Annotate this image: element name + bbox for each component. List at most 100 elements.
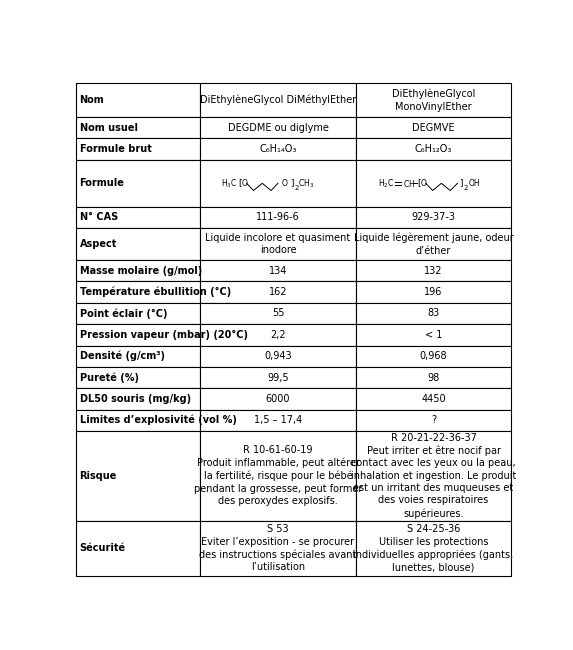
Text: O: O	[242, 179, 248, 188]
Bar	[356, 160, 511, 207]
Bar	[356, 388, 511, 410]
Text: Aspect: Aspect	[80, 239, 117, 249]
Text: DEGMVE: DEGMVE	[413, 123, 455, 133]
Text: [: [	[418, 178, 421, 187]
Text: 98: 98	[427, 372, 439, 382]
Bar	[200, 388, 356, 410]
Bar	[200, 207, 356, 228]
Text: C₆H₁₂O₃: C₆H₁₂O₃	[415, 144, 452, 154]
Bar	[76, 388, 200, 410]
Text: 111-96-6: 111-96-6	[256, 213, 300, 222]
Bar	[76, 260, 200, 281]
Text: 2: 2	[464, 185, 468, 191]
Text: 162: 162	[269, 287, 287, 297]
Text: Nom: Nom	[80, 95, 104, 105]
Text: Formule: Formule	[80, 178, 124, 188]
Text: Risque: Risque	[80, 471, 117, 481]
Bar	[200, 324, 356, 346]
Bar	[356, 260, 511, 281]
Text: Masse molaire (g/mol): Masse molaire (g/mol)	[80, 266, 202, 276]
Bar	[356, 138, 511, 160]
Text: C₆H₁₄O₃: C₆H₁₄O₃	[260, 144, 297, 154]
Text: Pression vapeur (mbar) (20°C): Pression vapeur (mbar) (20°C)	[80, 330, 248, 340]
Text: OH: OH	[468, 179, 480, 188]
Text: $\mathregular{CH}$: $\mathregular{CH}$	[403, 178, 415, 188]
Bar	[200, 367, 356, 388]
Text: Liquide incolore et quasiment
inodore: Liquide incolore et quasiment inodore	[205, 233, 351, 255]
Text: 134: 134	[269, 266, 287, 276]
Bar	[200, 117, 356, 138]
Text: 0,968: 0,968	[420, 351, 448, 361]
Text: Liquide légèrement jaune, odeur
d’éther: Liquide légèrement jaune, odeur d’éther	[354, 233, 513, 255]
Bar	[356, 410, 511, 431]
Bar	[356, 521, 511, 576]
Bar	[200, 431, 356, 521]
Text: Sécurité: Sécurité	[80, 543, 125, 553]
Text: 196: 196	[425, 287, 443, 297]
Bar	[356, 83, 511, 117]
Bar	[356, 281, 511, 303]
Bar	[356, 117, 511, 138]
Text: 83: 83	[427, 309, 439, 318]
Text: DiEthylèneGlycol DiMéthylEther: DiEthylèneGlycol DiMéthylEther	[200, 95, 356, 105]
Text: $\mathregular{CH_3}$: $\mathregular{CH_3}$	[298, 177, 314, 190]
Bar	[76, 160, 200, 207]
Text: DEGDME ou diglyme: DEGDME ou diglyme	[227, 123, 328, 133]
Bar	[200, 228, 356, 260]
Bar	[356, 324, 511, 346]
Bar	[76, 324, 200, 346]
Text: Température ébullition (°C): Température ébullition (°C)	[80, 287, 231, 298]
Text: Point éclair (°C): Point éclair (°C)	[80, 308, 167, 318]
Text: Limites d’explosivité (vol %): Limites d’explosivité (vol %)	[80, 415, 237, 426]
Bar	[356, 303, 511, 324]
Bar	[76, 207, 200, 228]
Bar	[76, 346, 200, 367]
Text: 132: 132	[425, 266, 443, 276]
Text: [: [	[238, 178, 241, 187]
Text: 2: 2	[294, 185, 299, 191]
Text: 2,2: 2,2	[270, 330, 286, 340]
Bar	[76, 367, 200, 388]
Text: Pureté (%): Pureté (%)	[80, 372, 139, 383]
Bar	[200, 281, 356, 303]
Text: S 24-25-36
Utiliser les protections
individuelles appropriées (gants,
lunettes, : S 24-25-36 Utiliser les protections indi…	[354, 525, 514, 572]
Text: R 10-61-60-19
Produit inflammable, peut altérer
la fertilité, risque pour le béb: R 10-61-60-19 Produit inflammable, peut …	[194, 445, 362, 506]
Text: 4450: 4450	[421, 394, 446, 404]
Text: 0,943: 0,943	[264, 351, 292, 361]
Bar	[356, 228, 511, 260]
Bar	[76, 431, 200, 521]
Bar	[356, 207, 511, 228]
Text: R 20-21-22-36-37
Peut irriter et être nocif par
contact avec les yeux ou la peau: R 20-21-22-36-37 Peut irriter et être no…	[351, 433, 516, 519]
Bar	[200, 410, 356, 431]
Text: 55: 55	[272, 309, 284, 318]
Text: DiEthylèneGlycol
MonoVinylEther: DiEthylèneGlycol MonoVinylEther	[392, 88, 475, 112]
Bar	[76, 117, 200, 138]
Text: N° CAS: N° CAS	[80, 213, 118, 222]
Bar	[200, 83, 356, 117]
Bar	[76, 228, 200, 260]
Bar	[76, 138, 200, 160]
Bar	[76, 521, 200, 576]
Text: $\mathregular{H_3C}$: $\mathregular{H_3C}$	[221, 177, 237, 190]
Bar	[200, 138, 356, 160]
Text: < 1: < 1	[425, 330, 442, 340]
Bar	[76, 281, 200, 303]
Text: ?: ?	[431, 415, 436, 425]
Text: ]: ]	[460, 178, 463, 187]
Bar	[200, 346, 356, 367]
Bar	[200, 160, 356, 207]
Text: ]: ]	[290, 178, 293, 187]
Text: 6000: 6000	[266, 394, 291, 404]
Bar	[356, 431, 511, 521]
Text: $\mathregular{H_2C}$: $\mathregular{H_2C}$	[378, 177, 394, 190]
Bar	[200, 521, 356, 576]
Text: S 53
Eviter l’exposition - se procurer
des instructions spéciales avant
l’utilis: S 53 Eviter l’exposition - se procurer d…	[199, 525, 356, 572]
Text: O: O	[282, 179, 288, 188]
Bar	[356, 367, 511, 388]
Bar	[200, 260, 356, 281]
Text: Nom usuel: Nom usuel	[80, 123, 138, 133]
Text: O: O	[421, 179, 427, 188]
Bar	[356, 346, 511, 367]
Bar	[76, 410, 200, 431]
Text: DL50 souris (mg/kg): DL50 souris (mg/kg)	[80, 394, 191, 404]
